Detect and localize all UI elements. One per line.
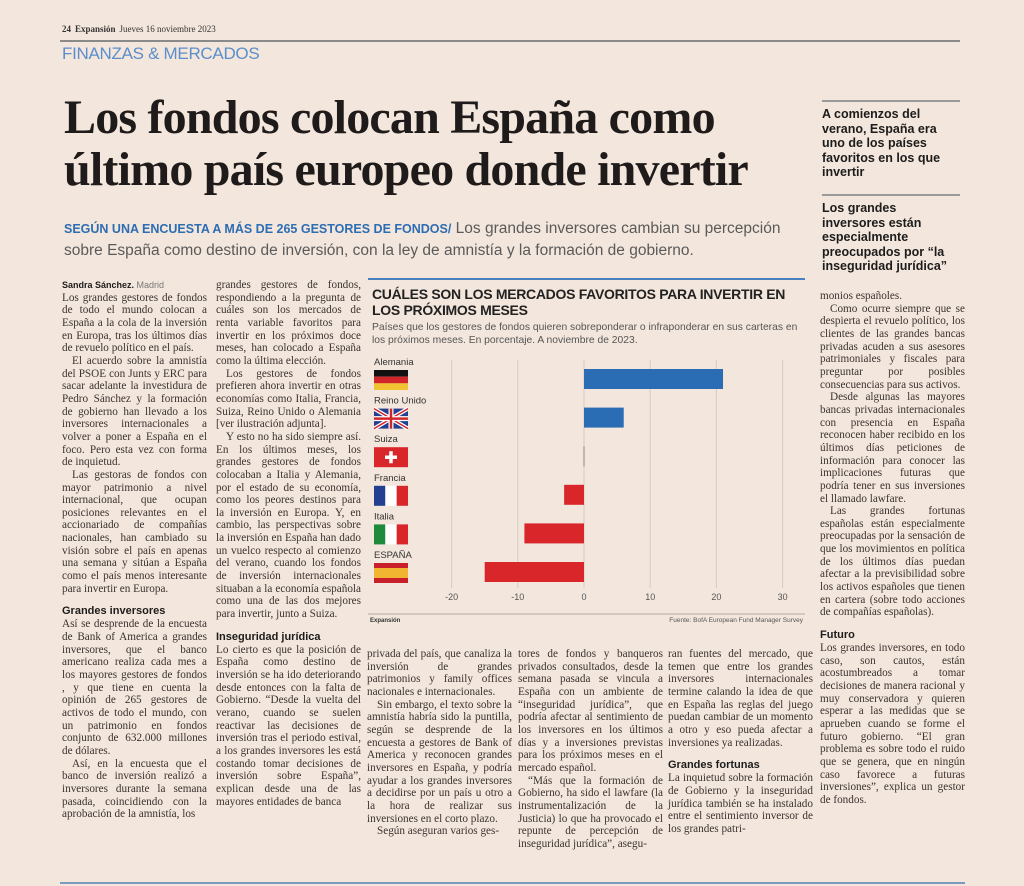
paragraph: monios españoles.	[820, 290, 903, 302]
paragraph: Desde algunas las mayores bancas privada…	[820, 391, 965, 505]
subheading: Futuro	[820, 629, 855, 642]
page-number: 24	[62, 24, 71, 34]
paragraph: tores de fondos y banqueros privados con…	[518, 648, 663, 774]
paragraph: privada del país, que canaliza la invers…	[367, 648, 512, 698]
paragraph: Sin embargo, el texto sobre la amnistía …	[367, 698, 512, 825]
flag-stripe	[374, 370, 408, 377]
article-column: monios españoles. Como ocurre siempre que…	[820, 290, 965, 807]
article-column: ran fuentes del mercado, que temen que e…	[668, 648, 813, 836]
sidebar-divider	[822, 194, 960, 196]
paragraph: Las gestoras de fondos con mayor patrimo…	[62, 468, 207, 595]
byline: Sandra Sánchez. Madrid	[62, 279, 207, 292]
deck-kicker: SEGÚN UNA ENCUESTA A MÁS DE 265 GESTORES…	[64, 222, 452, 236]
paragraph: El acuerdo sobre la amnistía del PSOE co…	[62, 354, 207, 469]
paragraph: Así se desprende de la encuesta de Bank …	[62, 618, 207, 757]
paragraph: Como ocurre siempre que se despierta el …	[820, 302, 965, 391]
flag-cross	[385, 451, 397, 464]
paragraph: Los grandes gestores de fondos de todo e…	[62, 291, 207, 355]
flag-stripe	[374, 485, 386, 506]
paragraph: ran fuentes del mercado, que temen que e…	[668, 648, 813, 749]
subheading: Grandes fortunas	[668, 759, 760, 772]
flag-stripe	[374, 383, 408, 390]
paragraph: Los grandes inversores, en todo caso, so…	[820, 642, 965, 806]
x-tick-label: 30	[778, 592, 788, 602]
bar-francia	[564, 484, 584, 505]
paragraph: Lo cierto es que la posición de España c…	[216, 643, 361, 808]
chart-title: CUÁLES SON LOS MERCADOS FAVORITOS PARA I…	[372, 286, 786, 318]
subheading: Grandes inversores	[62, 605, 166, 618]
article-column: tores de fondos y banqueros privados con…	[518, 648, 663, 851]
newspaper-name: Expansión	[75, 24, 116, 34]
headline: Los fondos colocan España como último pa…	[64, 92, 804, 196]
sidebar-divider	[822, 100, 960, 102]
flag-stripe	[396, 485, 408, 506]
headline-line: Los fondos colocan España como	[64, 91, 716, 144]
bar-reino-unido	[584, 407, 624, 428]
x-tick-label: -20	[445, 592, 458, 602]
deck: SEGÚN UNA ENCUESTA A MÁS DE 265 GESTORES…	[64, 218, 804, 261]
bottom-divider	[60, 882, 965, 884]
x-tick-label: 10	[645, 592, 655, 602]
chart-plot: -20 -10 0 10 20 30 Alemania Reino Unido Suiza Fra…	[368, 357, 805, 615]
chart-subtitle: Países que los gestores de fondos quiere…	[372, 322, 798, 346]
sidebar-pullquote: A comienzos del verano, España era uno d…	[822, 107, 941, 179]
sidebar-pullquote: Los grandes inversores están especialmen…	[822, 201, 948, 273]
paragraph: Y esto no ha sido siempre así. En los úl…	[216, 430, 361, 621]
headline-line: último país europeo donde invertir	[64, 143, 749, 196]
article-column: Sandra Sánchez. Madrid Los grandes gesto…	[62, 279, 207, 821]
flag-stripe	[374, 376, 408, 384]
article-column: grandes gestores de fondos, respondiendo…	[216, 279, 361, 808]
category-label: Suiza	[374, 434, 398, 445]
category-label: Francia	[374, 473, 406, 484]
chart-brand: Expansión	[370, 618, 401, 624]
section-title: FINANZAS & MERCADOS	[62, 44, 260, 63]
issue-date: Jueves 16 noviembre 2023	[119, 24, 216, 34]
bar-españa	[484, 562, 584, 582]
paragraph: La inquietud sobre la formación de Gobie…	[668, 772, 813, 835]
flag-stripe	[385, 524, 397, 545]
flag-stripe	[396, 524, 408, 545]
byline-city: Madrid	[136, 280, 165, 290]
category-label: Reino Unido	[374, 396, 426, 407]
flag-stripe	[374, 524, 386, 545]
x-tick-label: -10	[511, 592, 524, 602]
flag-stripe	[374, 568, 408, 578]
chart: CUÁLES SON LOS MERCADOS FAVORITOS PARA I…	[368, 278, 805, 628]
chart-top-rule	[368, 278, 805, 280]
paragraph: “Más que la formación de Gobierno, ha si…	[518, 774, 663, 850]
paragraph: Las grandes fortunas españolas están esp…	[820, 505, 965, 619]
subheading: Inseguridad jurídica	[216, 630, 321, 643]
bar-alemania	[584, 369, 724, 389]
bar-italia	[524, 523, 584, 544]
flag-stripe	[385, 485, 397, 506]
category-label: ESPAÑA	[374, 550, 413, 561]
top-divider	[60, 40, 960, 42]
x-tick-label: 0	[581, 592, 586, 602]
byline-author: Sandra Sánchez.	[62, 280, 135, 290]
x-tick-label: 20	[711, 592, 721, 602]
paragraph: Los gestores de fondos prefieren ahora i…	[216, 367, 361, 431]
paragraph: Así, en la encuesta que el banco de inve…	[62, 757, 207, 821]
paragraph: grandes gestores de fondos, respondiendo…	[216, 279, 361, 367]
flag-cross	[374, 408, 408, 429]
paragraph: Según aseguran varios ges-	[377, 825, 500, 838]
article-column: privada del país, que canaliza la invers…	[367, 648, 512, 838]
deck-text: Los grandes inversores cambian su percep…	[64, 220, 781, 259]
category-label: Italia	[374, 511, 395, 522]
page-folio: 24 Expansión Jueves 16 noviembre 2023	[62, 24, 216, 34]
category-label: Alemania	[374, 357, 414, 368]
chart-source: Fuente: BofA European Fund Manager Surve…	[669, 617, 803, 624]
